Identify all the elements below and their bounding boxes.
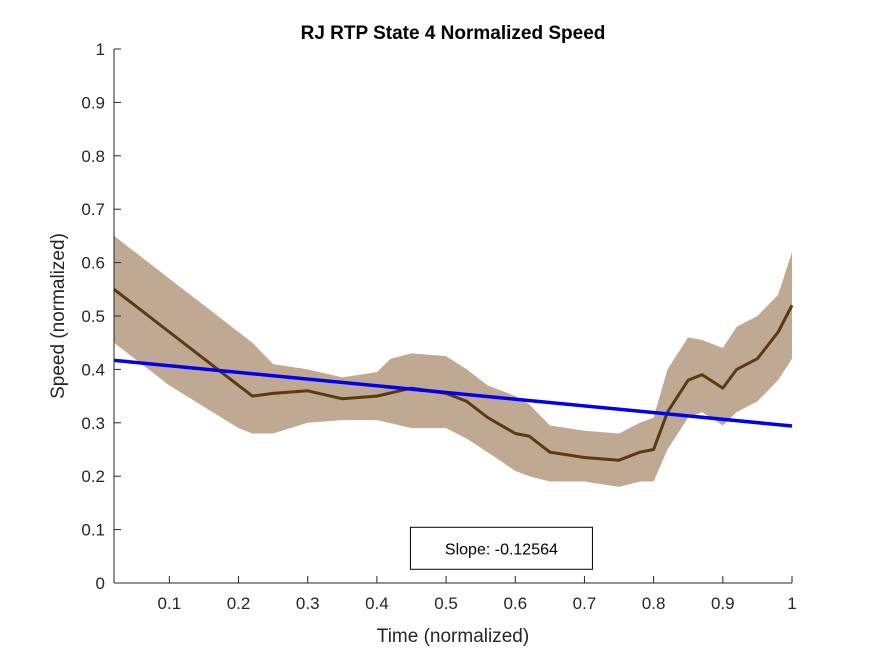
x-tick-label: 0.4 (365, 594, 389, 613)
x-tick-label: 0.1 (158, 594, 182, 613)
y-tick-label: 0.1 (81, 521, 105, 540)
series-layer (113, 288, 794, 462)
y-tick-label: 0.3 (81, 414, 105, 433)
y-axis-label: Speed (normalized) (48, 233, 69, 399)
std-band-layer (114, 235, 792, 487)
y-tick-label: 0.7 (81, 200, 105, 219)
y-tick-label: 0.4 (81, 360, 105, 379)
y-tick-label: 0.6 (81, 254, 105, 273)
y-tick-label: 0.2 (81, 467, 105, 486)
y-tick-label: 0.9 (81, 93, 105, 112)
x-tick-label: 0.5 (434, 594, 458, 613)
x-tick-label: 0.8 (642, 594, 666, 613)
x-tick-label: 0.7 (573, 594, 597, 613)
y-tick-label: 0 (96, 574, 105, 593)
x-tick-label: 0.9 (711, 594, 735, 613)
axes-layer (113, 48, 793, 584)
std-band (114, 235, 792, 487)
x-axis-label: Time (normalized) (377, 626, 529, 647)
text-layer: 0.1 0.2 0.3 0.4 0.5 0.6 0.7 0.8 0.9 1 0 0.1 0.2 0.3 0.… (48, 23, 797, 647)
y-tick-label: 0.8 (81, 147, 105, 166)
x-tick-label: 0.3 (296, 594, 320, 613)
chart-title: RJ RTP State 4 Normalized Speed (301, 23, 606, 44)
slope-annotation-text: Slope: -0.12564 (445, 541, 558, 558)
x-tick-label: 1 (787, 594, 796, 613)
regression-line (113, 358, 793, 428)
slope-annotation-box (409, 526, 593, 570)
mean-speed-line (113, 288, 794, 462)
y-tick-label: 0.5 (81, 307, 105, 326)
x-tick-label: 0.2 (227, 594, 251, 613)
y-tick-label: 1 (96, 40, 105, 59)
x-tick-label: 0.6 (503, 594, 527, 613)
